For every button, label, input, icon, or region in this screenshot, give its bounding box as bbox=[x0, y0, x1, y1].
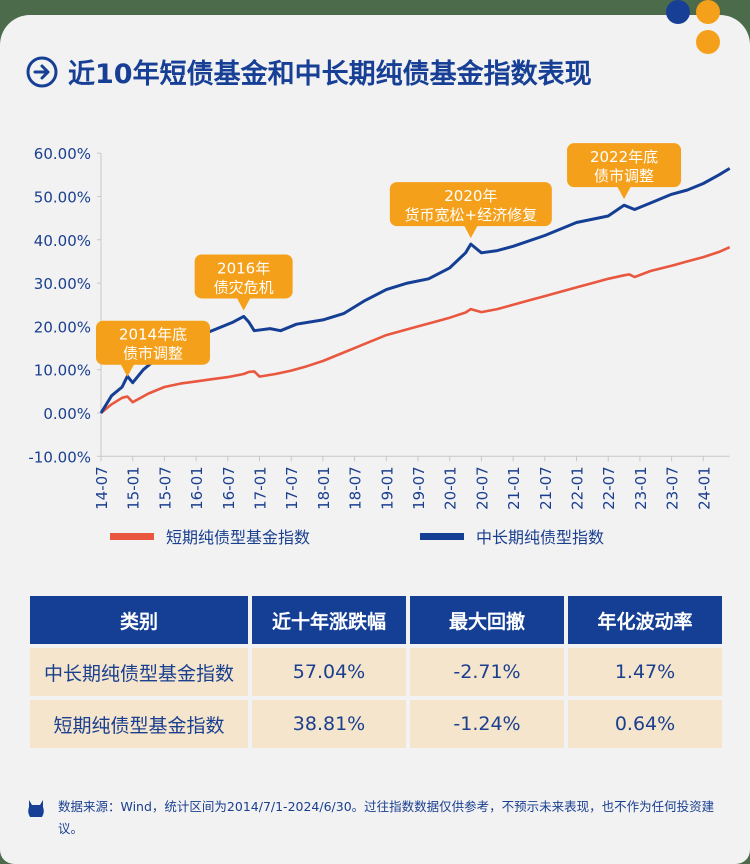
column-header: 最大回撤 bbox=[410, 596, 564, 644]
x-tick-label: 16-01 bbox=[188, 466, 206, 510]
x-tick-label: 19-07 bbox=[410, 466, 428, 510]
callout-text: 2022年底 bbox=[590, 148, 658, 166]
x-tick-label: 24-01 bbox=[695, 466, 713, 510]
callout-text: 2020年 bbox=[444, 187, 497, 205]
callout-box bbox=[389, 182, 552, 227]
title-text: 近10年短债基金和中长期纯债基金指数表现 bbox=[68, 59, 592, 90]
callout-box bbox=[194, 254, 293, 299]
page-title: 近10年短债基金和中长期纯债基金指数表现 bbox=[26, 52, 592, 91]
table-header-row: 类别 近十年涨跌幅 最大回撤 年化波动率 bbox=[30, 596, 722, 644]
callout-text: 债市调整 bbox=[594, 167, 654, 185]
callout-text: 债市调整 bbox=[123, 345, 183, 363]
callout-text: 2016年 bbox=[217, 259, 270, 277]
y-tick-label: -10.00% bbox=[28, 448, 91, 466]
table-cell: 1.47% bbox=[568, 648, 722, 696]
x-tick-label: 22-01 bbox=[569, 466, 587, 510]
y-tick-label: 10.00% bbox=[34, 362, 91, 380]
series-line-short bbox=[100, 246, 731, 415]
column-header: 近十年涨跌幅 bbox=[252, 596, 406, 644]
column-header: 年化波动率 bbox=[568, 596, 722, 644]
x-tick-label: 18-07 bbox=[347, 466, 365, 510]
legend-item-mid-long: 中长期纯债型指数 bbox=[420, 524, 604, 548]
callout-box bbox=[96, 320, 210, 365]
footnote: 数据来源：Wind，统计区间为2014/7/1-2024/6/30。过往指数数据… bbox=[58, 799, 715, 836]
decor-dot-orange bbox=[696, 0, 720, 24]
x-tick-label: 14-07 bbox=[93, 466, 111, 510]
table-cell: 中长期纯债型基金指数 bbox=[30, 648, 248, 696]
callout-pointer bbox=[463, 225, 478, 239]
legend-label: 短期纯债型基金指数 bbox=[166, 528, 311, 547]
column-header: 类别 bbox=[30, 596, 248, 644]
x-tick-label: 23-07 bbox=[664, 466, 682, 510]
x-tick-label: 17-07 bbox=[283, 466, 301, 510]
line-chart: 60.00% 50.00% 40.00% 30.00% 20.00% 10.00% 0.00… bbox=[28, 143, 731, 510]
callout-box bbox=[567, 143, 682, 188]
y-tick-label: 20.00% bbox=[34, 318, 91, 336]
table-cell: -1.24% bbox=[410, 700, 564, 748]
x-tick-label: 17-01 bbox=[252, 466, 270, 510]
x-tick-label: 21-01 bbox=[505, 466, 523, 510]
callout-pointer bbox=[236, 297, 251, 311]
table-cell: 短期纯债型基金指数 bbox=[30, 700, 248, 748]
y-tick-label: 60.00% bbox=[34, 145, 91, 163]
table-cell: 38.81% bbox=[252, 700, 406, 748]
x-tick-label: 22-07 bbox=[600, 466, 618, 510]
ox-mascot-icon bbox=[28, 800, 44, 817]
table-row: 短期纯债型基金指数 38.81% -1.24% 0.64% bbox=[30, 700, 722, 748]
x-tick-label: 20-01 bbox=[442, 466, 460, 510]
callout-pointer bbox=[120, 363, 135, 377]
x-tick-label: 15-07 bbox=[156, 466, 174, 510]
table-row: 中长期纯债型基金指数 57.04% -2.71% 1.47% bbox=[30, 648, 722, 696]
table-cell: -2.71% bbox=[410, 648, 564, 696]
y-tick-label: 40.00% bbox=[34, 232, 91, 250]
y-tick-label: 30.00% bbox=[34, 275, 91, 293]
legend-item-short: 短期纯债型基金指数 bbox=[110, 524, 310, 548]
decor-dot-blue bbox=[666, 0, 690, 24]
table-cell: 57.04% bbox=[252, 648, 406, 696]
callout-text: 货币宽松+经济修复 bbox=[405, 206, 538, 224]
callout-text: 债灾危机 bbox=[214, 278, 274, 296]
table-cell: 0.64% bbox=[568, 700, 722, 748]
y-tick-label: 50.00% bbox=[34, 189, 91, 207]
x-tick-label: 19-01 bbox=[378, 466, 396, 510]
legend-swatch-mid-long bbox=[420, 532, 464, 540]
x-tick-label: 16-07 bbox=[220, 466, 238, 510]
x-tick-label: 18-01 bbox=[315, 466, 333, 510]
callout-pointer bbox=[617, 186, 632, 200]
y-tick-label: 0.00% bbox=[43, 405, 91, 423]
decor-dot-orange bbox=[696, 30, 720, 54]
callout-text: 2014年底 bbox=[119, 326, 187, 344]
stats-table: 类别 近十年涨跌幅 最大回撤 年化波动率 中长期纯债型基金指数 57.04% -… bbox=[26, 592, 726, 752]
x-tick-label: 15-01 bbox=[125, 466, 143, 510]
x-tick-label: 20-07 bbox=[473, 466, 491, 510]
legend-label: 中长期纯债型指数 bbox=[476, 528, 605, 547]
x-tick-label: 21-07 bbox=[537, 466, 555, 510]
arrow-right-circle-icon bbox=[26, 56, 58, 87]
x-tick-label: 23-01 bbox=[632, 466, 650, 510]
legend-swatch-short bbox=[110, 532, 154, 540]
